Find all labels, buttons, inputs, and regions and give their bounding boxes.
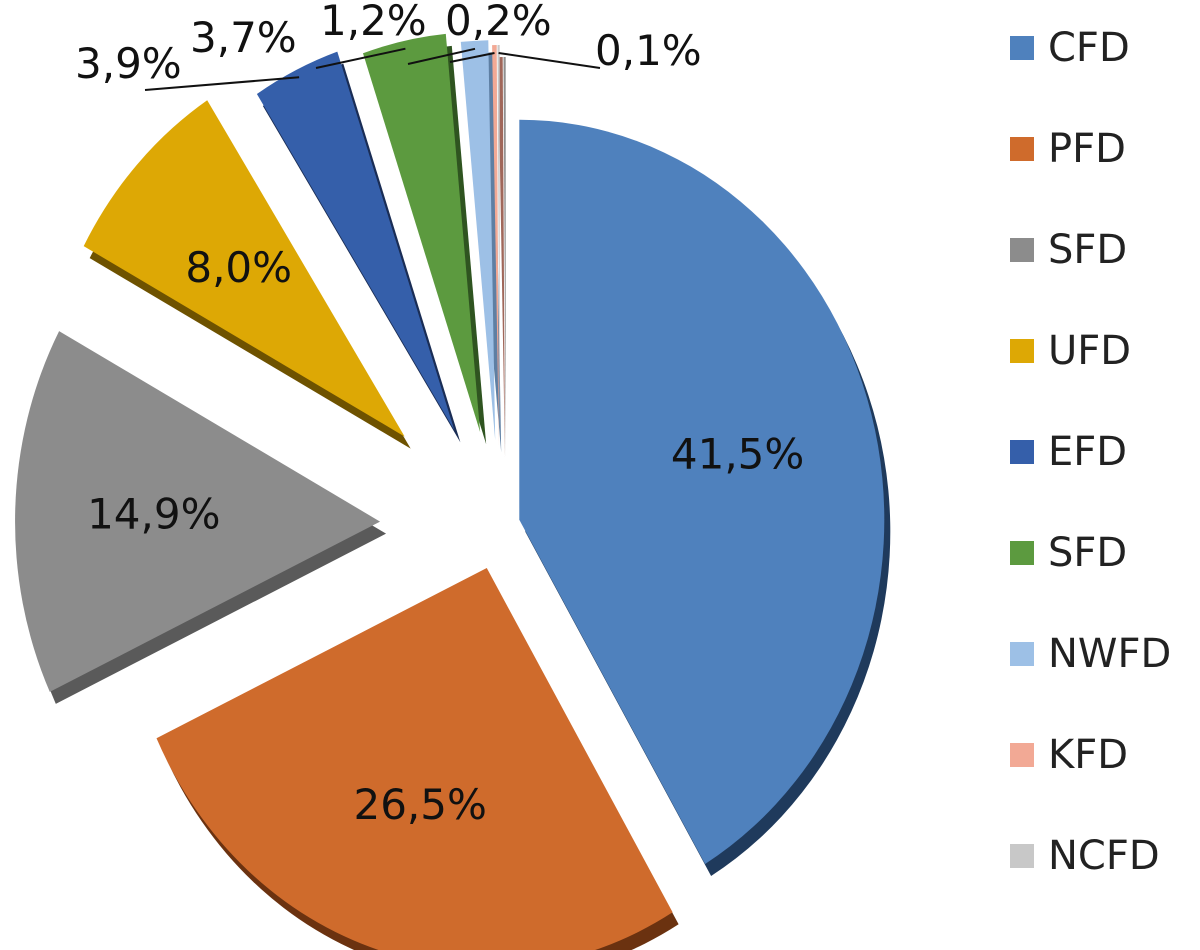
pie-slice-nwfd-6 — [460, 40, 502, 453]
leader-lines — [144, 47, 601, 91]
data-label-3: 8,0% — [185, 243, 292, 292]
pie-slice-top — [460, 40, 496, 441]
data-label-8: 0,1% — [595, 26, 702, 75]
pie-chart: 41,5% 26,5% 14,9% 8,0% 3,9%3,7% 1,2% 0,2% 0,1% — [15, 0, 891, 950]
data-label-4: 3,9% — [75, 39, 182, 88]
legend-swatch — [1010, 541, 1034, 565]
legend-swatch — [1010, 36, 1034, 60]
legend-item-sfd-5: SFD — [1010, 523, 1127, 583]
legend-swatch — [1010, 137, 1034, 161]
legend-swatch — [1010, 844, 1034, 868]
pie-slice-sfd-5 — [363, 33, 487, 445]
legend-item-cfd-0: CFD — [1010, 18, 1130, 78]
leader-line-6 — [407, 47, 476, 65]
legend-item-efd-4: EFD — [1010, 422, 1127, 482]
legend-item-nwfd-6: NWFD — [1010, 624, 1171, 684]
data-label-7: 0,2% — [445, 0, 552, 45]
pie-slice-top — [363, 33, 481, 433]
legend-item-ncfd-8: NCFD — [1010, 826, 1160, 886]
legend-label: CFD — [1048, 25, 1130, 71]
legend-item-pfd-1: PFD — [1010, 119, 1126, 179]
data-label-0: 41,5% — [671, 429, 804, 478]
leader-line-7 — [449, 52, 495, 63]
leader-line-8 — [498, 52, 601, 69]
legend-swatch — [1010, 440, 1034, 464]
pie-slice-top — [492, 45, 499, 446]
pie-slice-pfd-1 — [156, 568, 679, 950]
pie-slice-top — [83, 100, 405, 437]
pie-slice-top — [497, 44, 500, 446]
pie-slice-side — [498, 57, 505, 458]
leader-line-4 — [144, 76, 300, 91]
legend-label: KFD — [1048, 732, 1129, 778]
legend-item-kfd-7: KFD — [1010, 725, 1128, 785]
legend-swatch — [1010, 339, 1034, 363]
legend-label: PFD — [1048, 126, 1126, 172]
pie-slice-sfd-2 — [15, 331, 387, 704]
legend-item-sfd-2: SFD — [1010, 220, 1127, 280]
legend-swatch — [1010, 743, 1034, 767]
pie-slice-ufd-3 — [83, 100, 411, 449]
legend-swatch — [1010, 238, 1034, 262]
legend-label: NWFD — [1048, 631, 1172, 677]
pie-slice-top — [156, 568, 673, 950]
pie-slice-efd-4 — [256, 51, 461, 443]
pie-slice-side — [503, 56, 506, 458]
legend-label: EFD — [1048, 429, 1128, 475]
pie-slice-cfd-0 — [519, 119, 891, 876]
legend-label: UFD — [1048, 328, 1132, 374]
legend-item-ufd-3: UFD — [1010, 321, 1131, 381]
pie-slice-top — [256, 51, 455, 431]
leader-line-5 — [315, 47, 406, 69]
pie-slice-top — [519, 119, 885, 864]
legend-label: SFD — [1048, 227, 1128, 273]
data-label-2: 14,9% — [87, 490, 220, 539]
data-labels: 41,5% 26,5% 14,9% 8,0% 3,9%3,7% 1,2% 0,2% 0,1% — [75, 0, 804, 829]
pie-slice-kfd-7 — [492, 45, 505, 458]
data-label-1: 26,5% — [353, 780, 486, 829]
legend-swatch — [1010, 642, 1034, 666]
pie-slices — [15, 33, 891, 950]
pie-slice-ncfd-8 — [497, 44, 506, 458]
data-label-5: 3,7% — [190, 13, 297, 62]
legend-label: NCFD — [1048, 833, 1160, 879]
data-label-6: 1,2% — [320, 0, 427, 45]
pie-slice-top — [15, 331, 381, 692]
legend-label: SFD — [1048, 530, 1128, 576]
